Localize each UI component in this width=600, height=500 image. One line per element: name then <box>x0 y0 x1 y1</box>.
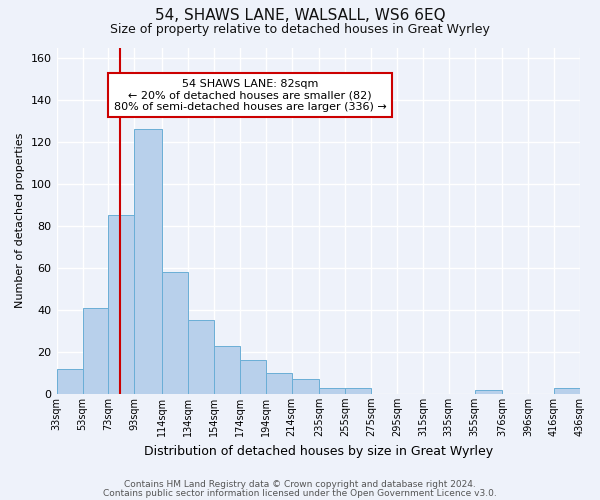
Bar <box>475 390 502 394</box>
Bar <box>319 388 345 394</box>
Bar <box>239 360 266 394</box>
Text: 54, SHAWS LANE, WALSALL, WS6 6EQ: 54, SHAWS LANE, WALSALL, WS6 6EQ <box>155 8 445 22</box>
Text: Contains public sector information licensed under the Open Government Licence v3: Contains public sector information licen… <box>103 489 497 498</box>
Bar <box>109 216 134 394</box>
Bar <box>554 388 580 394</box>
Bar <box>162 272 188 394</box>
Bar <box>580 390 600 394</box>
X-axis label: Distribution of detached houses by size in Great Wyrley: Distribution of detached houses by size … <box>144 444 493 458</box>
Bar <box>134 130 162 394</box>
Y-axis label: Number of detached properties: Number of detached properties <box>15 133 25 308</box>
Text: Contains HM Land Registry data © Crown copyright and database right 2024.: Contains HM Land Registry data © Crown c… <box>124 480 476 489</box>
Bar <box>345 388 371 394</box>
Bar <box>56 368 83 394</box>
Bar <box>292 379 319 394</box>
Bar <box>188 320 214 394</box>
Bar <box>83 308 109 394</box>
Bar <box>214 346 239 394</box>
Text: Size of property relative to detached houses in Great Wyrley: Size of property relative to detached ho… <box>110 22 490 36</box>
Bar <box>266 373 292 394</box>
Text: 54 SHAWS LANE: 82sqm
← 20% of detached houses are smaller (82)
80% of semi-detac: 54 SHAWS LANE: 82sqm ← 20% of detached h… <box>114 78 386 112</box>
